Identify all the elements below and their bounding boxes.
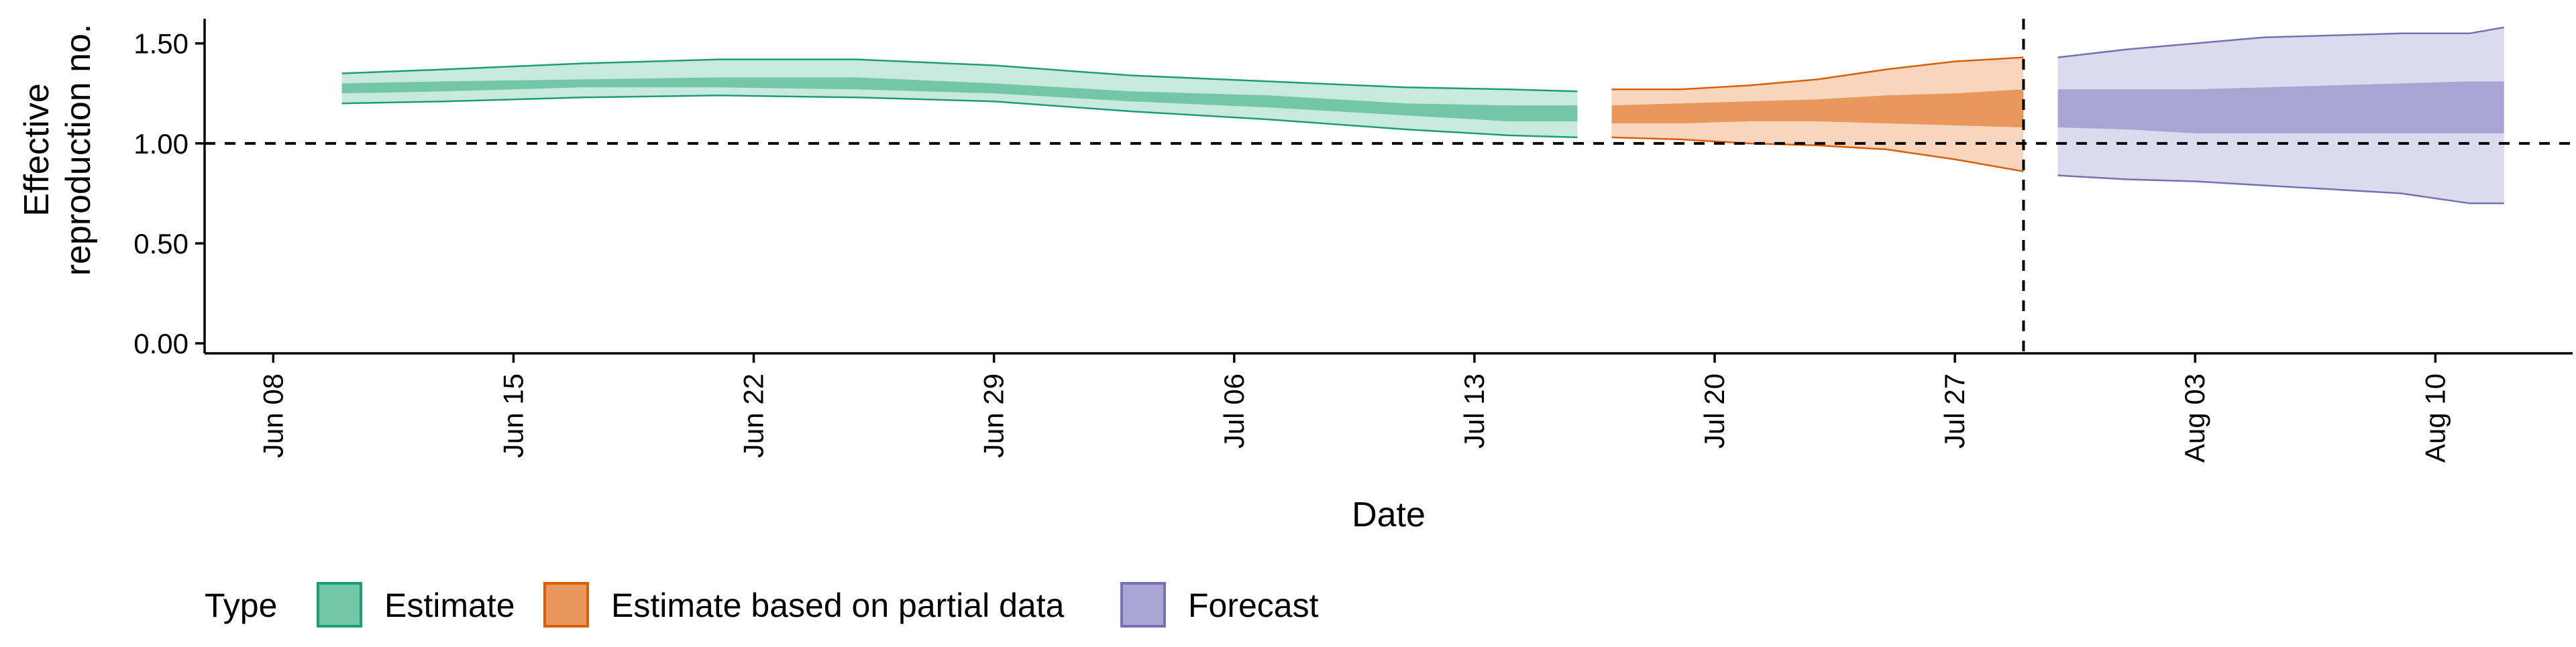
x-tick-label: Jul 20	[1699, 373, 1730, 449]
estimate-based-on-partial-data-inner-band	[1611, 89, 2024, 127]
legend-key-forecast	[1120, 582, 1166, 628]
forecast-inner-band	[2057, 81, 2504, 133]
x-tick-label: Aug 10	[2419, 373, 2451, 463]
legend: Type Estimate Estimate based on partial da…	[205, 582, 1319, 628]
x-tick-label: Jun 22	[738, 373, 769, 458]
reference-lines-layer	[205, 19, 2573, 353]
y-axis-title-line: Effective	[17, 83, 56, 216]
x-tick-label: Aug 03	[2179, 373, 2210, 463]
estimate-upper-edge	[341, 58, 1578, 93]
estimate-based-on-partial-data-upper-edge	[1611, 56, 2024, 91]
axes-layer: 0.00 0.50 1.00 1.50 Jun 08 Jun 15 Jun 22 Jun 29…	[17, 19, 2573, 534]
x-tick-label: Jun 08	[257, 373, 288, 458]
x-tick-label: Jul 27	[1939, 373, 1970, 449]
x-axis-title: Date	[1352, 495, 1426, 534]
x-tick-label: Jul 13	[1458, 373, 1490, 449]
legend-label-forecast: Forecast	[1188, 587, 1319, 624]
x-tick-label: Jun 15	[497, 373, 529, 458]
estimate-inner-band	[341, 77, 1578, 121]
y-axis-title-line: reproduction no.	[59, 24, 98, 276]
estimate-lower-edge	[341, 95, 1578, 139]
y-tick-label: 0.50	[133, 228, 189, 259]
y-tick-label: 1.50	[133, 28, 189, 60]
y-tick-label: 1.00	[133, 128, 189, 160]
legend-label-estimate-based-on-partial-data: Estimate based on partial data	[611, 587, 1065, 624]
legend-key-estimate-based-on-partial-data	[543, 582, 589, 628]
x-tick-label: Jul 06	[1218, 373, 1250, 449]
legend-title: Type	[205, 587, 277, 624]
x-tick-label: Jun 29	[978, 373, 1010, 458]
forecast-lower-edge	[2057, 174, 2504, 204]
bands-layer	[341, 26, 2504, 204]
estimate-based-on-partial-data-lower-edge	[1611, 136, 2024, 172]
y-tick-label: 0.00	[133, 328, 189, 359]
legend-label-estimate: Estimate	[384, 587, 515, 624]
forecast-upper-edge	[2057, 26, 2504, 58]
legend-key-estimate	[317, 582, 362, 628]
y-axis-title: Effectivereproduction no.	[17, 24, 98, 276]
